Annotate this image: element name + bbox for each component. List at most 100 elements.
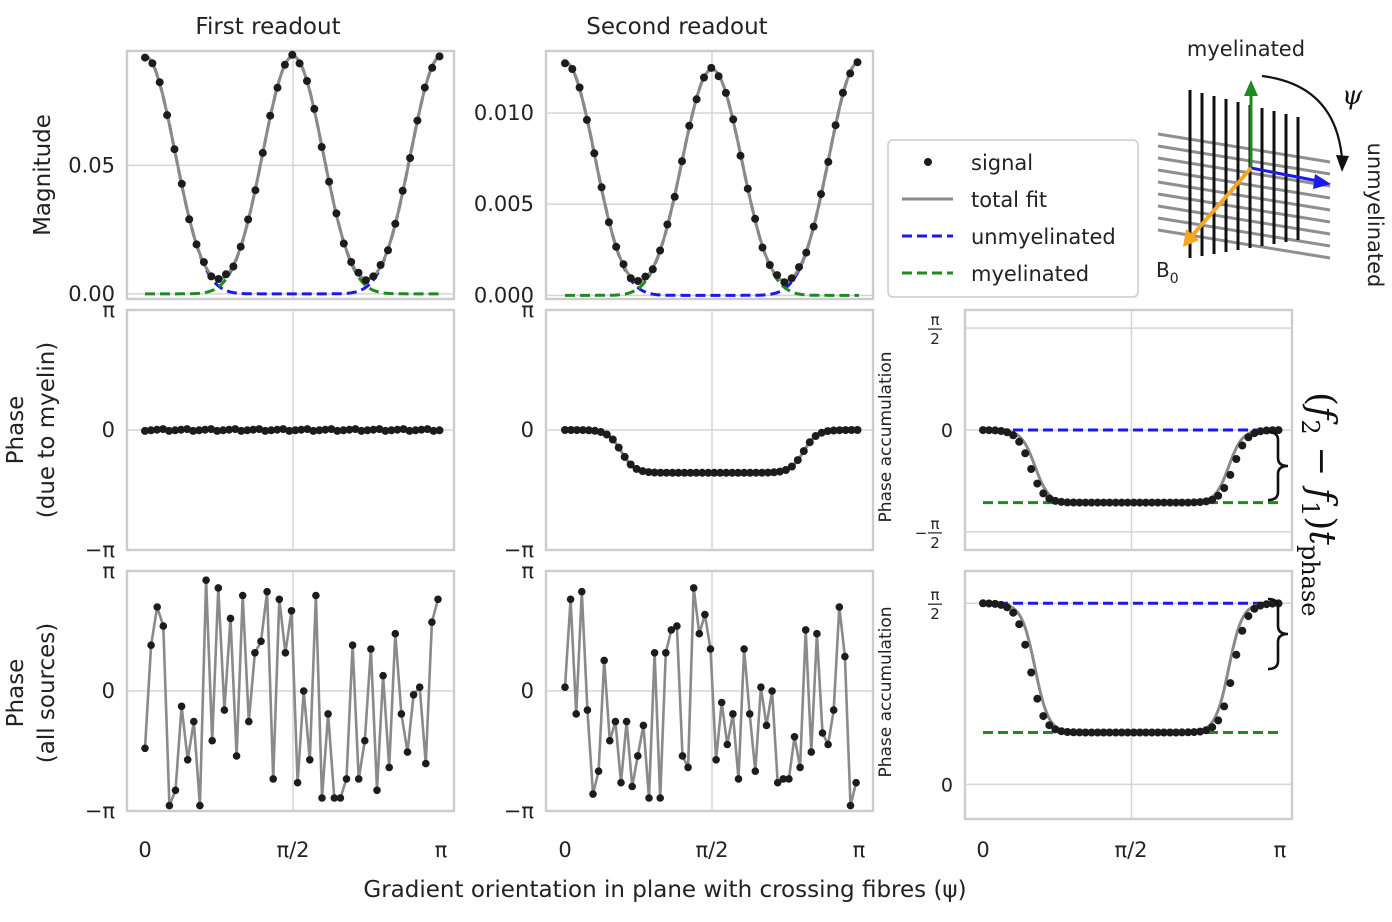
signal-point [339, 239, 348, 248]
panel-phase-all-second: π 0 −π [504, 559, 875, 823]
signal-point [582, 115, 591, 124]
signal-point [602, 430, 611, 439]
signal-point [1262, 600, 1271, 609]
signal-point [1244, 433, 1253, 442]
signal-point [841, 426, 850, 435]
psi-label: ψ [1342, 81, 1363, 111]
signal-point [762, 721, 771, 730]
signal-point [561, 59, 569, 68]
signal-point [1135, 498, 1144, 507]
signal-point [736, 151, 745, 160]
signal-point [670, 192, 679, 201]
signal-point [309, 426, 318, 435]
signal-point [751, 214, 760, 223]
signal-point [716, 468, 725, 477]
signal-point [590, 149, 599, 158]
signal-point [399, 425, 408, 434]
signal-point [226, 614, 235, 623]
signal-point [403, 748, 412, 756]
signal-point [1147, 728, 1156, 737]
signal-point [829, 706, 838, 714]
signal-point [398, 186, 407, 195]
signal-point [817, 428, 826, 437]
signal-point [668, 468, 677, 477]
signal-point [578, 587, 586, 596]
signal-point [1081, 728, 1090, 737]
signal-point [409, 691, 418, 699]
signal-point [619, 260, 628, 269]
signal-point [626, 460, 635, 469]
signal-point [1033, 694, 1042, 703]
signal-point [656, 246, 665, 255]
signal-point [1141, 498, 1150, 507]
y-tick-label: 0 [102, 679, 115, 703]
panel-accumulation-bottom: π2 0 [928, 569, 1294, 821]
signal-point [567, 426, 575, 434]
y-tick-label: π [102, 559, 115, 583]
signal-point [752, 468, 760, 477]
signal-point [1027, 668, 1036, 677]
signal-point [626, 274, 635, 283]
signal-point [237, 426, 246, 435]
legend-signal-label: signal [971, 151, 1033, 175]
signal-point [1190, 498, 1199, 507]
x-tick-label: π/2 [1114, 838, 1147, 862]
signal-point [306, 756, 314, 764]
signal-point [685, 121, 694, 130]
y-tick-label: 0 [521, 418, 534, 442]
y-tick-label: 2 [930, 330, 940, 348]
signal-point [997, 600, 1006, 609]
signal-point [293, 778, 302, 787]
signal-point [171, 426, 180, 435]
signal-point [617, 778, 625, 787]
signal-point [997, 427, 1006, 435]
signal-point [1069, 498, 1078, 507]
signal-point [376, 261, 385, 269]
y-tick-label: −π [504, 799, 535, 823]
signal-point [251, 186, 260, 195]
signal-point [796, 763, 804, 772]
phase-difference-formula: (f2 − f1)tphase [1296, 392, 1342, 617]
signal-point [177, 425, 186, 434]
y-tick-label: 2 [930, 534, 940, 552]
signal-point [420, 83, 429, 92]
y-tick-label: 0.00 [68, 282, 115, 306]
signal-point [835, 426, 844, 435]
signal-point [141, 744, 149, 753]
signal-point [620, 452, 629, 461]
signal-point [722, 468, 731, 477]
signal-point [201, 425, 210, 434]
signal-point [781, 466, 790, 474]
psi-rotation-arc [1261, 74, 1344, 159]
signal-point [312, 591, 320, 600]
signal-point [1093, 498, 1102, 507]
x-ticks-col3: 0 π/2 π [976, 838, 1286, 862]
legend-myelinated-label: myelinated [971, 262, 1089, 286]
signal-point [310, 104, 319, 113]
signal-point [363, 426, 372, 435]
signal-point [1069, 728, 1078, 737]
signal-point [1093, 728, 1102, 737]
signal-point [641, 272, 650, 281]
signal-point [765, 261, 774, 269]
unmyelinated-fibre [1157, 180, 1331, 212]
signal-point [634, 277, 643, 285]
signal-point [714, 72, 723, 81]
signal-point [614, 443, 623, 452]
signal-point [1172, 498, 1180, 507]
signal-point [985, 426, 993, 435]
y-tick-label: π [930, 586, 939, 604]
signal-point [1021, 449, 1030, 458]
signal-point [841, 652, 849, 661]
unmyelinated-fibre [1157, 168, 1331, 200]
signal-point [183, 425, 192, 434]
signal-point [823, 427, 832, 436]
signal-point [728, 468, 737, 477]
signal-point [578, 426, 587, 435]
signal-point [190, 717, 198, 726]
signal-point [1184, 728, 1193, 737]
signal-point [575, 83, 584, 92]
signal-point [207, 272, 216, 281]
signal-point [280, 60, 289, 69]
signal-point [775, 467, 784, 476]
